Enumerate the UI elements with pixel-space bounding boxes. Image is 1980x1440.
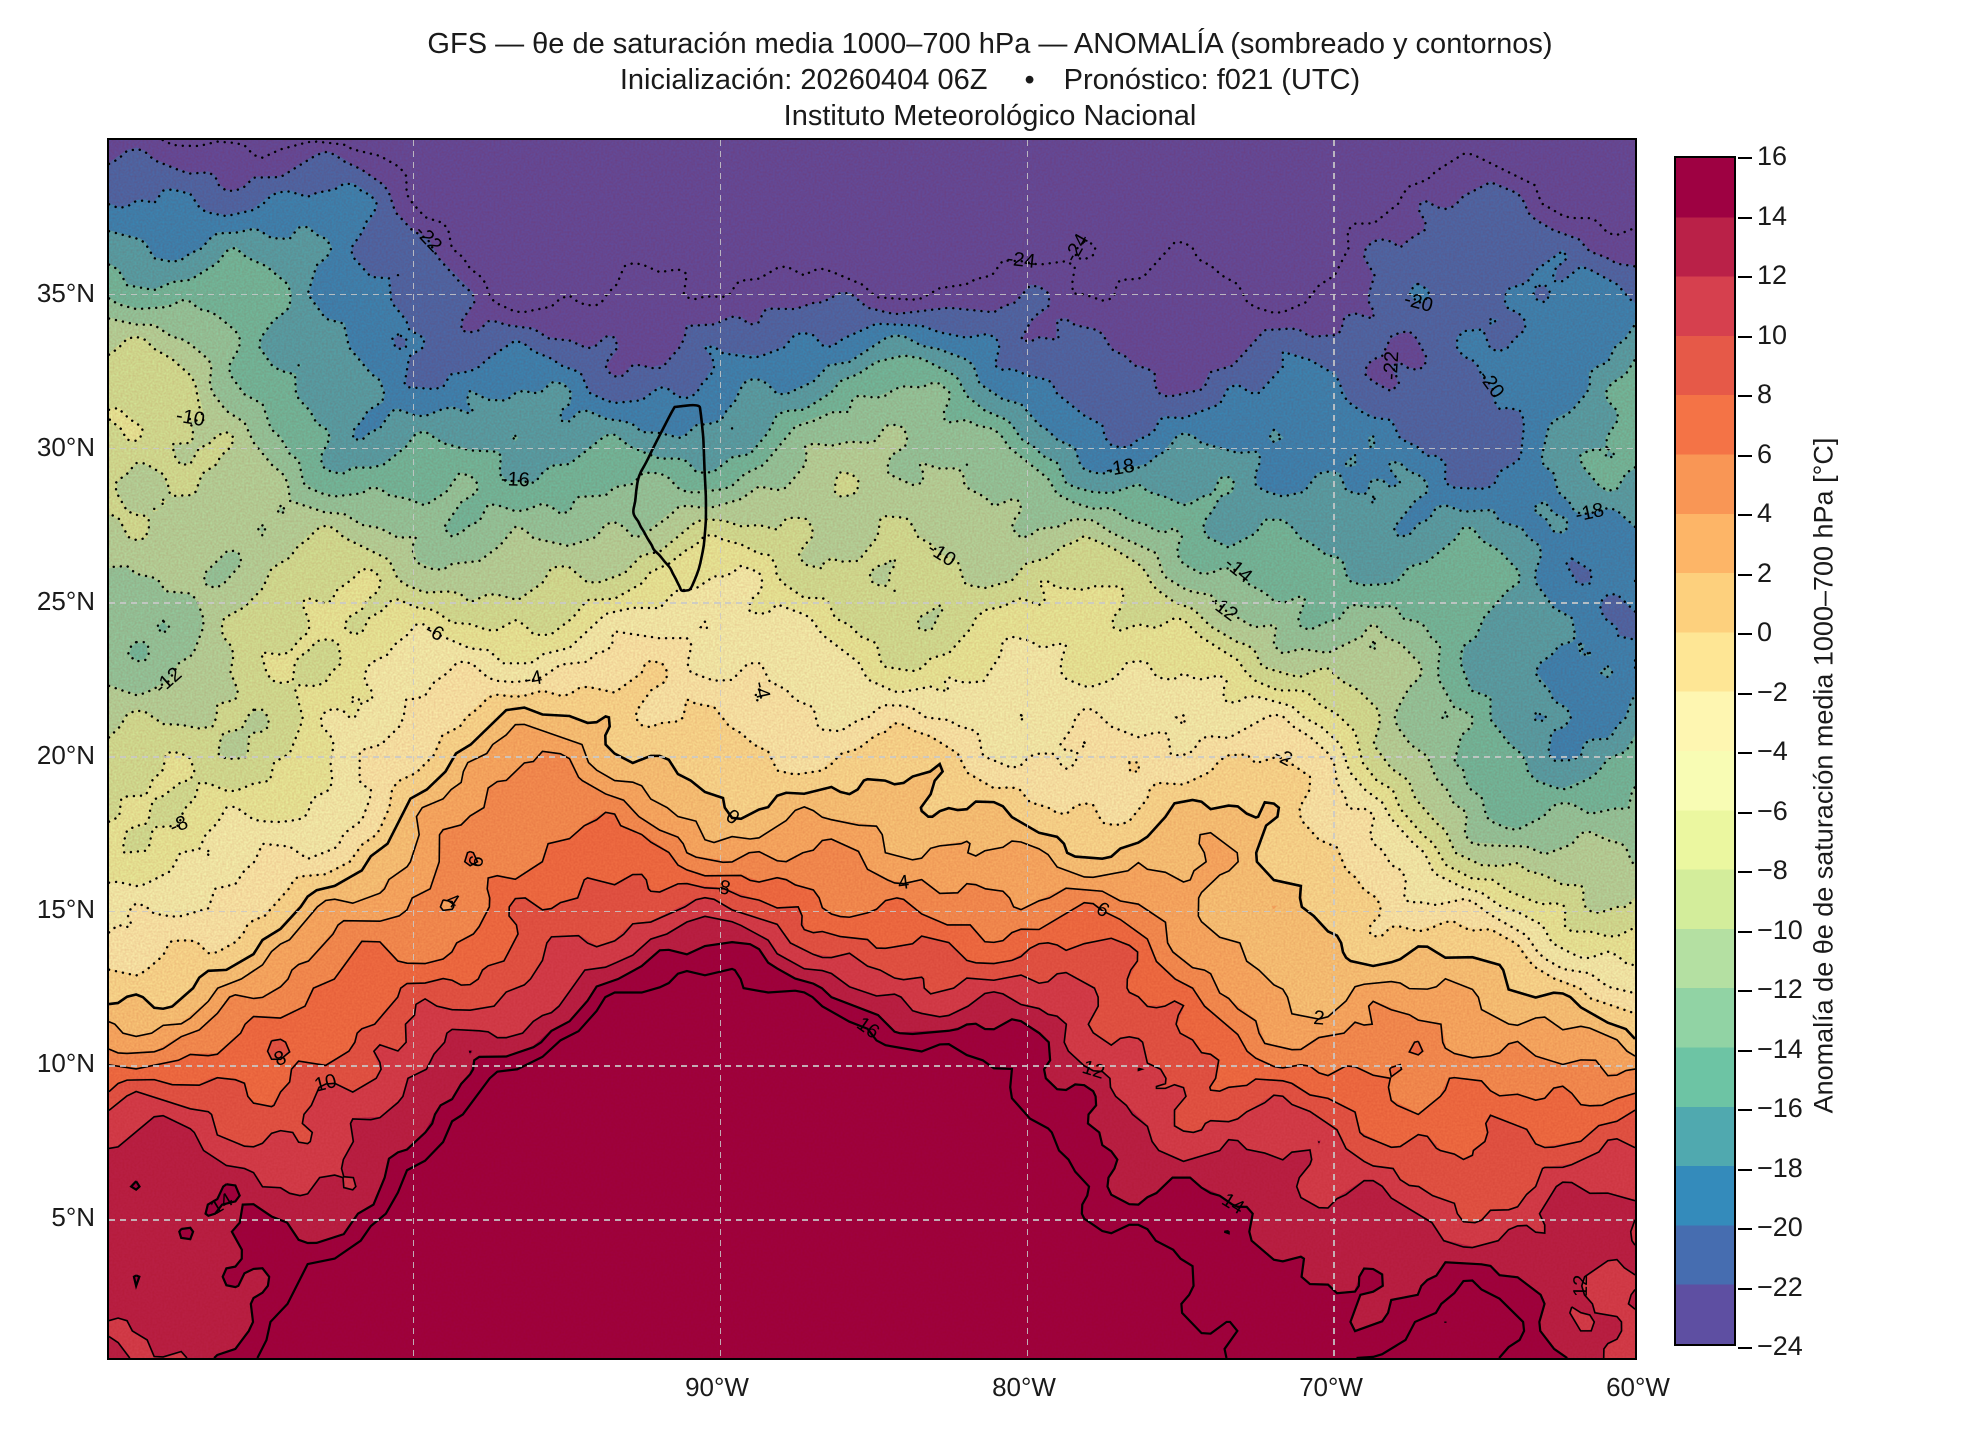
svg-text:12: 12 (1570, 1275, 1592, 1297)
svg-text:-22: -22 (1380, 351, 1404, 381)
svg-text:-24: -24 (1006, 248, 1037, 273)
svg-text:2: 2 (1313, 1007, 1326, 1030)
svg-text:-16: -16 (500, 468, 530, 491)
